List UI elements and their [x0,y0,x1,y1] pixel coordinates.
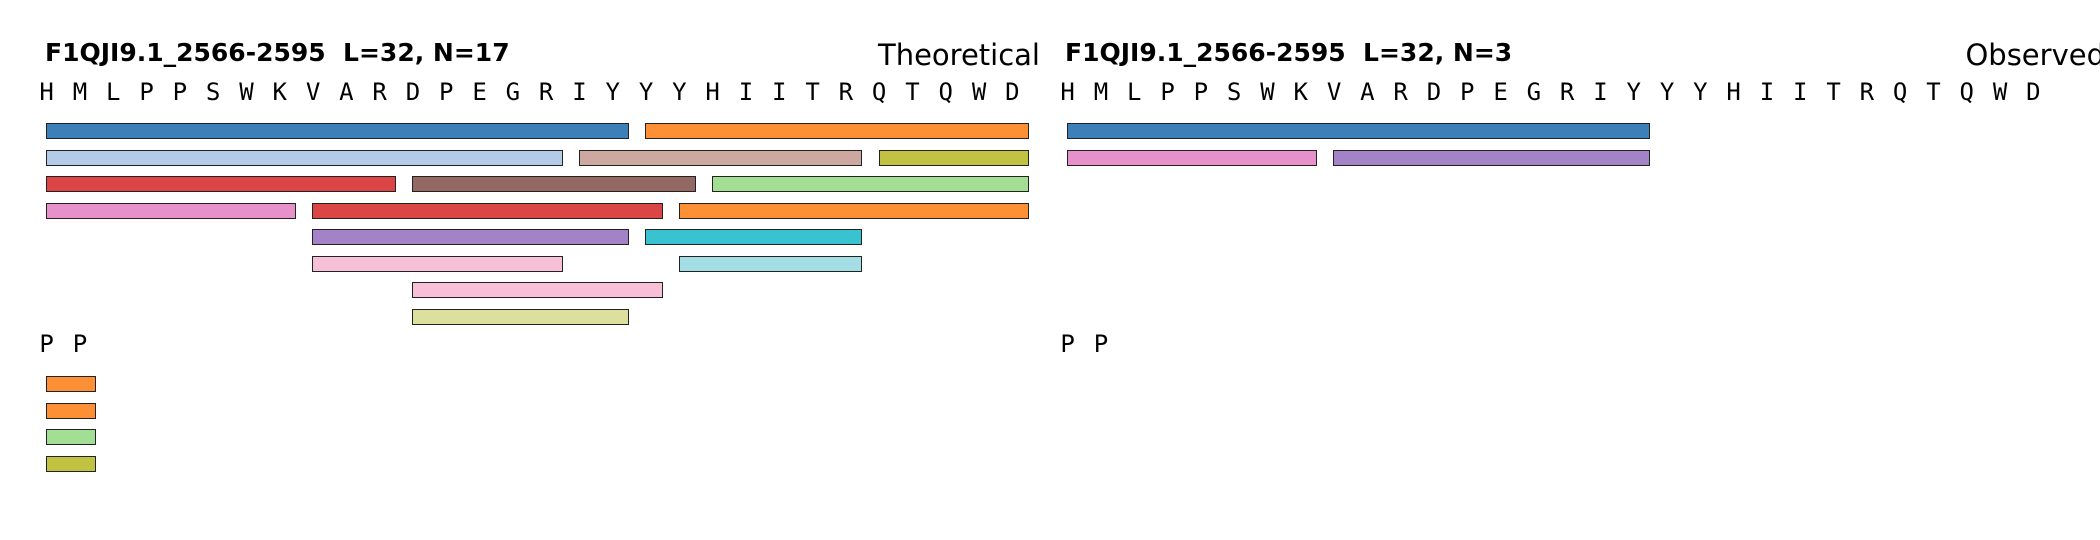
panel-mode-label: Observed [1965,38,2100,72]
residue-letter: K [272,78,287,106]
residue-letter: I [1793,78,1808,106]
residue-letter: Q [938,78,953,106]
residue-letter: A [1360,78,1375,106]
residue-letter: I [1759,78,1775,106]
residue-letter: D [1426,78,1442,106]
residue-letter: Y [672,78,687,106]
peptide-bar [46,176,397,192]
peptide-bar [412,282,663,298]
residue-letter: P [1460,78,1475,106]
residue-letter: P [139,78,154,106]
peptide-bar [1333,149,1651,166]
residue-letter: R [838,78,854,106]
peptide-bar [645,229,863,245]
residue-letter: I [572,78,587,106]
peptide-bar [678,202,1029,219]
residue-letter: G [505,78,521,106]
residue-letter: D [2026,78,2041,106]
residue-letter: S [1226,78,1242,106]
peptide-bar [678,255,863,272]
residue-letter: L [1127,78,1142,106]
residue-letter: Q [871,78,887,106]
residue-letter: R [1859,78,1875,106]
panel-title: F1QJI9.1_2566-2595 L=32, N=17 [45,38,510,67]
residue-letter: D [1005,78,1020,106]
peptide-bar [312,229,630,245]
residue-letter: P [439,78,454,106]
residue-letter: W [239,78,254,106]
residue-letter: L [106,78,121,106]
tail-peptide-bar [46,429,96,445]
residue-letter: W [971,78,987,106]
peptide-bar [46,202,297,219]
residue-letter: M [72,78,88,106]
residue-letter: V [1326,78,1342,106]
peptide-bar [1067,149,1318,166]
peptide-bar [412,176,696,192]
residue-letter: W [1260,78,1275,106]
residue-letter: Y [638,78,654,106]
residue-letter: H [705,78,720,106]
residue-letter: Y [605,78,620,106]
residue-letter: T [1926,78,1941,106]
tail-peptide-bar [46,402,96,419]
residue-letter: Q [1892,78,1908,106]
residue-letter: P [172,78,188,106]
residue-letter: V [305,78,321,106]
residue-letter: R [1393,78,1408,106]
residue-letter: I [1593,78,1608,106]
residue-letter: D [405,78,421,106]
tail-residue-letter: P [39,330,54,358]
residue-letter: Y [1693,78,1708,106]
tail-residue-letter: P [72,330,88,358]
peptide-bar [46,149,563,166]
peptide-bar [1067,123,1651,139]
residue-letter: T [905,78,920,106]
residue-letter: H [1726,78,1741,106]
tail-residue-letter: P [1060,330,1075,358]
panel-title: F1QJI9.1_2566-2595 L=32, N=3 [1065,38,1513,67]
residue-letter: E [472,78,487,106]
peptide-bar [312,255,563,272]
peptide-bar [712,176,1029,192]
residue-letter: Q [1959,78,1974,106]
residue-letter: P [1160,78,1175,106]
peptide-bar [312,202,663,219]
peptide-bar [878,149,1029,166]
residue-letter: R [538,78,554,106]
residue-letter: E [1493,78,1508,106]
residue-letter: A [339,78,354,106]
residue-letter: S [205,78,221,106]
tail-peptide-bar [46,455,96,472]
residue-letter: T [1826,78,1841,106]
peptide-bar [578,149,863,166]
peptide-bar [645,123,1029,139]
residue-letter: H [39,78,54,106]
residue-letter: K [1293,78,1308,106]
residue-letter: T [805,78,820,106]
residue-letter: M [1093,78,1109,106]
residue-letter: I [772,78,787,106]
peptide-bar [46,123,630,139]
tail-peptide-bar [46,376,96,392]
residue-letter: R [372,78,387,106]
peptide-bar [412,308,630,325]
residue-letter: W [1992,78,2008,106]
tail-residue-letter: P [1093,330,1109,358]
panel-mode-label: Theoretical [877,38,1040,72]
residue-letter: H [1060,78,1075,106]
residue-letter: Y [1626,78,1641,106]
residue-letter: G [1526,78,1542,106]
theoretical-panel: F1QJI9.1_2566-2595 L=32, N=17 Theoretica… [0,0,1040,540]
residue-letter: Y [1659,78,1675,106]
residue-letter: P [1193,78,1209,106]
residue-letter: I [738,78,754,106]
residue-letter: R [1559,78,1575,106]
